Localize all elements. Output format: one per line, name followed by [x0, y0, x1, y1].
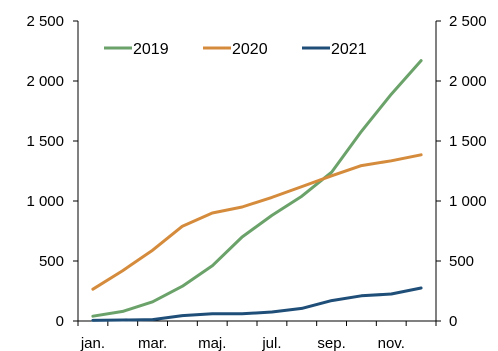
y-tick-label-right: 500: [449, 253, 474, 270]
y-tick-label-right: 2 000: [449, 73, 487, 90]
legend-label-2019: 2019: [133, 41, 169, 58]
y-tick-label-left: 2 500: [26, 13, 64, 30]
legend-label-2020: 2020: [232, 41, 268, 58]
series-line-2021: [91, 286, 423, 322]
x-tick-label: sep.: [317, 335, 345, 351]
y-tick-label-right: 1 000: [449, 193, 487, 210]
chart-series: [91, 59, 423, 322]
y-tick-label-left: 1 500: [26, 133, 64, 150]
x-tick-label: maj.: [198, 335, 226, 351]
legend-label-2021: 2021: [331, 41, 367, 58]
y-tick-label-left: 1 000: [26, 193, 64, 210]
y-tick-label-left: 500: [39, 253, 64, 270]
series-line-2019: [91, 59, 423, 318]
y-tick-label-left: 0: [56, 313, 64, 330]
chart-legend: 2019 2020 2021: [104, 41, 367, 58]
chart-axes: 0 0 500 500 1 000 1 000 1 500 1 500 2 000 2 000 2 …: [26, 13, 486, 351]
y-tick-label-right: 0: [449, 313, 457, 330]
y-tick-label-right: 1 500: [449, 133, 487, 150]
y-tick-label-right: 2 500: [449, 13, 487, 30]
x-tick-label: nov.: [378, 335, 405, 351]
x-tick-label: jul.: [261, 335, 281, 351]
y-tick-label-left: 2 000: [26, 73, 64, 90]
x-tick-label: jan.: [80, 335, 105, 351]
x-tick-label: mar.: [138, 335, 167, 351]
series-line-2020: [91, 153, 423, 291]
